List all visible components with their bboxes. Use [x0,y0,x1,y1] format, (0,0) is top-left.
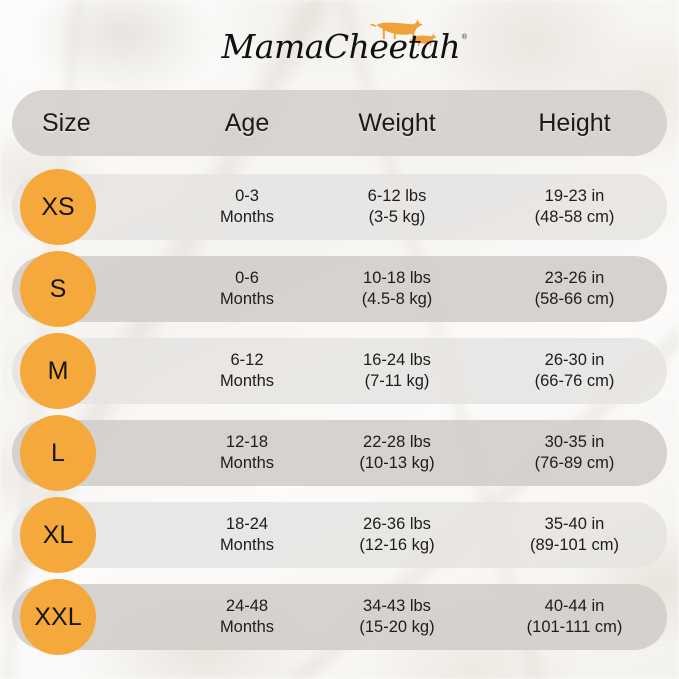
weight-line-2: (15-20 kg) [359,618,435,636]
table-row: S 0-6 Months 10-18 lbs (4.5-8 kg) 23-26 … [12,251,667,327]
height-line-1: 23-26 in [544,269,605,287]
height-line-2: (48-58 cm) [534,208,615,226]
height-line-2: (58-66 cm) [534,290,615,308]
height-line-1: 40-44 in [544,597,605,615]
age-line-1: 12-18 [225,433,269,451]
size-badge: XS [20,169,96,245]
height-cell: 19-23 in (48-58 cm) [482,186,667,228]
age-cell: 18-24 Months [182,514,312,556]
cheetah-with-cub-icon [370,18,436,46]
weight-line-1: 34-43 lbs [363,597,431,615]
age-line-1: 24-48 [225,597,269,615]
weight-line-2: (10-13 kg) [359,454,435,472]
weight-line-1: 16-24 lbs [363,351,431,369]
height-line-2: (66-76 cm) [534,372,615,390]
height-cell: 23-26 in (58-66 cm) [482,268,667,310]
weight-cell: 10-18 lbs (4.5-8 kg) [312,268,482,310]
brand-wordmark-text: MamaCheetah [221,27,461,66]
size-chart-table: Size Age Weight Height XS 0-3 Months 6-1… [12,90,667,655]
age-line-1: 0-6 [235,269,259,287]
height-line-1: 19-23 in [544,187,605,205]
weight-line-1: 10-18 lbs [363,269,431,287]
age-cell: 12-18 Months [182,432,312,474]
weight-line-1: 22-28 lbs [363,433,431,451]
table-row: L 12-18 Months 22-28 lbs (10-13 kg) 30-3… [12,415,667,491]
age-line-2: Months [219,454,275,472]
height-line-2: (76-89 cm) [534,454,615,472]
weight-line-1: 6-12 lbs [367,187,427,205]
age-line-2: Months [219,208,275,226]
height-cell: 26-30 in (66-76 cm) [482,350,667,392]
weight-line-2: (7-11 kg) [364,372,430,390]
height-cell: 30-35 in (76-89 cm) [482,432,667,474]
size-badge: XL [20,497,96,573]
age-cell: 0-6 Months [182,268,312,310]
height-cell: 35-40 in (89-101 cm) [482,514,667,556]
column-header-weight: Weight [358,108,436,137]
weight-cell: 34-43 lbs (15-20 kg) [312,596,482,638]
height-line-1: 35-40 in [544,515,605,533]
registered-trademark-symbol: ® [461,34,467,41]
height-cell: 40-44 in (101-111 cm) [482,596,667,638]
age-line-2: Months [219,618,275,636]
weight-line-2: (3-5 kg) [368,208,426,226]
age-line-2: Months [219,372,275,390]
size-badge: S [20,251,96,327]
weight-cell: 22-28 lbs (10-13 kg) [312,432,482,474]
age-cell: 24-48 Months [182,596,312,638]
age-cell: 0-3 Months [182,186,312,228]
age-cell: 6-12 Months [182,350,312,392]
age-line-2: Months [219,290,275,308]
table-row: XXL 24-48 Months 34-43 lbs (15-20 kg) 40… [12,579,667,655]
table-row: XL 18-24 Months 26-36 lbs (12-16 kg) 35-… [12,497,667,573]
brand-wordmark: MamaCheetah ® [221,26,467,68]
table-row: M 6-12 Months 16-24 lbs (7-11 kg) 26-30 … [12,333,667,409]
column-header-size: Size [42,108,91,137]
weight-line-2: (12-16 kg) [359,536,435,554]
weight-cell: 16-24 lbs (7-11 kg) [312,350,482,392]
age-line-2: Months [219,536,275,554]
weight-cell: 6-12 lbs (3-5 kg) [312,186,482,228]
size-badge: L [20,415,96,491]
column-header-age: Age [224,108,270,137]
height-line-2: (101-111 cm) [526,618,623,636]
column-header-height: Height [538,108,611,137]
size-badge: XXL [20,579,96,655]
table-row: XS 0-3 Months 6-12 lbs (3-5 kg) 19-23 in… [12,169,667,245]
age-line-1: 6-12 [230,351,264,369]
weight-cell: 26-36 lbs (12-16 kg) [312,514,482,556]
weight-line-1: 26-36 lbs [363,515,431,533]
size-badge: M [20,333,96,409]
brand-logo: MamaCheetah ® [0,14,679,68]
age-line-1: 18-24 [225,515,269,533]
weight-line-2: (4.5-8 kg) [361,290,433,308]
height-line-1: 26-30 in [544,351,605,369]
table-header-row: Size Age Weight Height [12,90,667,156]
height-line-2: (89-101 cm) [530,536,619,554]
height-line-1: 30-35 in [544,433,605,451]
age-line-1: 0-3 [235,187,259,205]
